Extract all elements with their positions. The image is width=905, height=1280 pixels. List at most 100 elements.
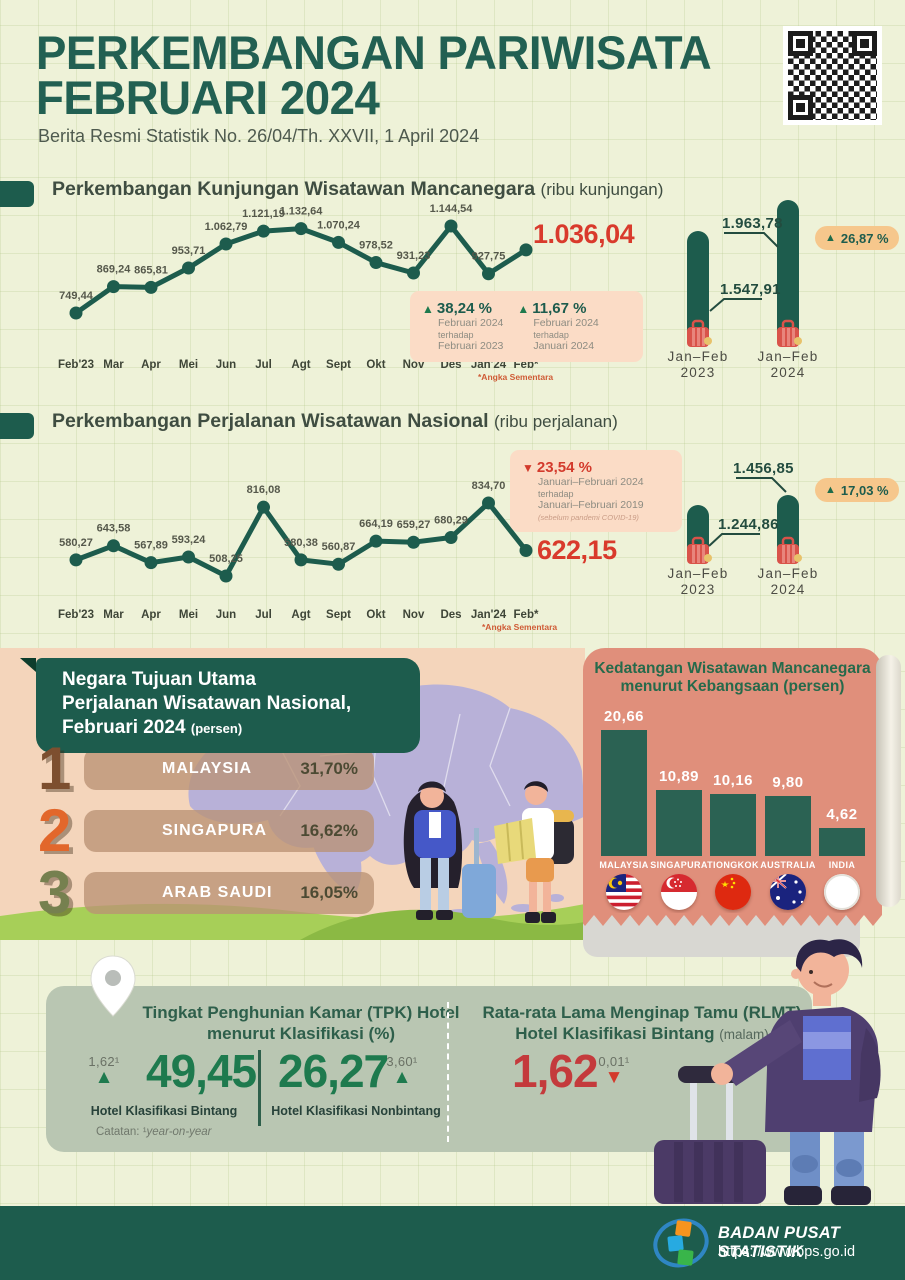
footer-org-name: BADAN PUSAT STATISTIK — [718, 1224, 841, 1261]
x-axis-label: Okt — [366, 609, 385, 621]
point-value-label: 680,29 — [434, 515, 468, 527]
domestic-trips-line-chart: 580,27 Feb'23 643,58 Mar 567,89 Apr 593,24 Mei 5… — [58, 480, 539, 621]
comparison-value: 1.963,78 — [722, 215, 783, 232]
data-point — [144, 556, 158, 570]
x-axis-label: Mar — [103, 609, 124, 621]
nationality-title: Kedatangan Wisatawan Mancanegara menurut… — [594, 660, 871, 695]
section1-title: Perkembangan Kunjungan Wisatawan Mancane… — [52, 178, 664, 200]
x-axis-label: Jul — [255, 359, 272, 371]
visits-comparison-bars: Jan–Feb 2023 Jan–Feb 2024 1.963,78 1.547,91 ▲ 2… — [660, 195, 905, 385]
nationality-label: MALAYSIA — [599, 860, 649, 870]
point-value-label: 931,23 — [397, 250, 431, 262]
footer-bar: BADAN PUSAT STATISTIK https://www.bps.go… — [0, 1206, 905, 1280]
traveler-man-illustration — [654, 939, 881, 1205]
x-axis-label: Jun — [216, 359, 236, 371]
x-axis-label: Feb'23 — [58, 359, 94, 371]
up-triangle-icon: ▲ — [422, 302, 434, 316]
destination-row: SINGAPURA 16,62% — [84, 810, 374, 852]
tpk-title: Tingkat Penghunian Kamar (TPK) Hotel men… — [142, 1003, 460, 1043]
tpk-star-value: 49,45 — [146, 1045, 257, 1097]
point-value-label: 749,44 — [59, 290, 94, 302]
data-point — [444, 219, 458, 233]
section1-unit: (ribu kunjungan) — [540, 180, 664, 199]
data-point — [294, 222, 308, 236]
x-axis-label: Mei — [179, 359, 198, 371]
destination-country: MALAYSIA — [162, 760, 253, 777]
point-value-label: 508,25 — [209, 553, 243, 565]
data-point — [294, 553, 308, 567]
qr-code — [783, 26, 882, 125]
location-pin-icon — [90, 955, 136, 1017]
x-axis-label: Jan'24 — [471, 359, 507, 371]
x-axis-label: Apr — [141, 609, 161, 621]
chart2-final-value: 622,15 — [537, 535, 617, 565]
travelers-illustration — [403, 781, 574, 923]
comparison-bar-label: Jan–Feb 2023 — [667, 566, 729, 597]
data-point — [369, 256, 383, 270]
data-point — [407, 266, 420, 280]
nationality-value: 10,89 — [658, 768, 700, 785]
up-triangle-icon: ▲ — [94, 1067, 114, 1088]
point-value-label: 978,52 — [359, 240, 393, 252]
nationality-value: 4,62 — [826, 806, 858, 823]
malam-unit: (malam) — [719, 1027, 769, 1042]
up-triangle-icon: ▲ — [517, 302, 530, 316]
point-value-label: 643,58 — [97, 523, 131, 535]
tpk-nonstar-label: Hotel Klasifikasi Nonbintang — [271, 1104, 441, 1118]
comparison-bar — [687, 231, 709, 345]
section2-title: Perkembangan Perjalanan Wisatawan Nasion… — [52, 410, 618, 432]
data-point — [69, 553, 83, 567]
x-axis-label: Jun — [216, 609, 236, 621]
x-axis-label: Jan'24 — [471, 609, 507, 621]
section-marker — [0, 181, 34, 207]
point-value-label: 580,38 — [284, 537, 318, 549]
rank-number: 1 — [38, 735, 72, 802]
panel-divider — [447, 1002, 449, 1142]
chart2-annotation-box: ▼ 23,54 % Januari–Februari 2024 terhadap … — [510, 450, 682, 532]
nationality-bar — [601, 730, 647, 856]
luggage-icon — [687, 536, 712, 564]
comparison-value: 1.244,86 — [718, 516, 779, 533]
point-value-label: 953,71 — [172, 245, 206, 257]
change-badge: ▲ 17,03 % — [815, 478, 899, 502]
nationality-bar — [819, 828, 865, 856]
nationality-label: TIONGKOK — [707, 860, 759, 870]
x-axis-label: Des — [440, 359, 461, 371]
page-title: PERKEMBANGAN PARIWISATA FEBRUARI 2024 — [36, 29, 712, 121]
chart1-annotation-box: ▲ 38,24 % Februari 2024 terhadap Februari… — [410, 291, 643, 362]
data-point — [407, 535, 420, 549]
india-flag — [824, 874, 860, 910]
point-value-label: 1.132,64 — [280, 206, 324, 218]
annotation-yoy: ▲ 38,24 % Februari 2024 terhadap Februari… — [422, 300, 504, 352]
malaysia-flag — [606, 874, 642, 910]
data-point — [257, 500, 270, 514]
nationality-value: 10,16 — [712, 772, 754, 789]
tpk-star-delta: 1,62¹ ▲ — [82, 1054, 126, 1088]
rlmt-value: 1,62 — [512, 1045, 599, 1097]
rlmt-title: Rata-rata Lama Menginap Tamu (RLMT) Hote… — [482, 1003, 802, 1043]
section2-unit: (ribu perjalanan) — [494, 412, 618, 431]
data-point — [182, 261, 195, 275]
data-point — [444, 531, 458, 545]
australia-flag — [770, 874, 806, 910]
x-axis-label: Nov — [403, 359, 425, 371]
data-point — [219, 569, 233, 583]
up-triangle-icon: ▲ — [825, 484, 836, 496]
foreign-visits-line-chart: 749,44 Feb'23 869,24 Mar 865,81 Apr 953,71 Mei 1… — [58, 203, 539, 371]
data-point — [182, 550, 195, 564]
hotel-stats-panel: Tingkat Penghunian Kamar (TPK) Hotel men… — [46, 986, 812, 1152]
tpk-note: Catatan: ¹year-on-year — [96, 1126, 212, 1138]
annotation-vs-2019: ▼ 23,54 % Januari–Februari 2024 terhadap … — [522, 459, 644, 522]
point-value-label: 816,08 — [247, 484, 281, 496]
x-axis-label: Sept — [326, 359, 351, 371]
luggage-icon — [687, 319, 712, 347]
x-axis-label: Agt — [291, 609, 310, 621]
data-point — [482, 267, 495, 281]
destination-share: 16,05% — [300, 883, 358, 902]
persen-unit: (persen) — [190, 721, 243, 736]
x-axis-label: Des — [440, 609, 461, 621]
comparison-value: 1.456,85 — [733, 460, 794, 477]
rlmt-delta: 0,01¹ ▼ — [592, 1054, 636, 1087]
data-point — [332, 557, 345, 571]
tpk-nonstar-delta: 3,60¹ ▲ — [380, 1054, 424, 1087]
